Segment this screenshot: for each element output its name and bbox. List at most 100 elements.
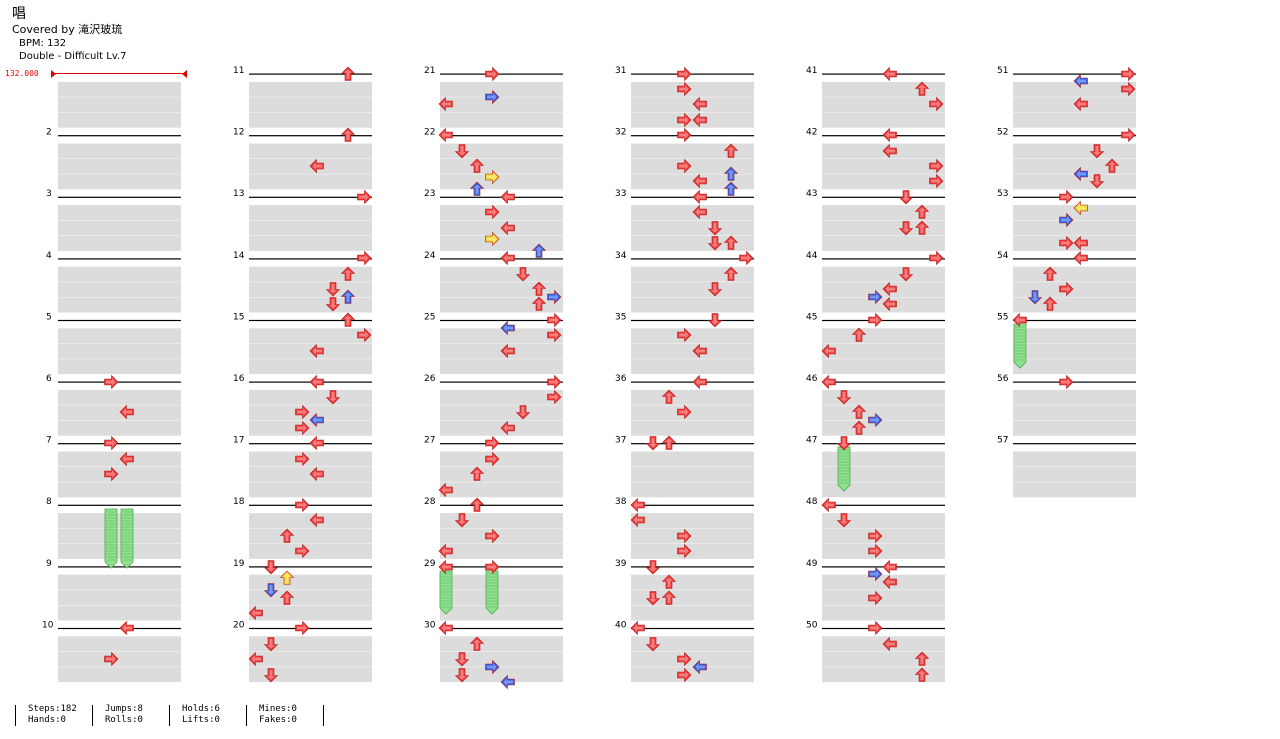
- beat-lane: [249, 636, 372, 652]
- beat-lane: [58, 528, 181, 544]
- beat-lane: [631, 590, 754, 606]
- right-arrow-note-icon: [295, 404, 310, 420]
- beat-lane: [631, 343, 754, 359]
- beat-lane: [249, 543, 372, 559]
- left-arrow-note-icon: [692, 173, 707, 189]
- beat-lane: [58, 282, 181, 298]
- up-arrow-note-icon: [469, 636, 485, 651]
- up-arrow-note-icon: [723, 181, 739, 196]
- measure-number: 15: [233, 312, 244, 322]
- beat-lane: [58, 451, 181, 467]
- right-arrow-note-icon: [485, 204, 500, 220]
- beat-lane: [822, 420, 945, 436]
- measure-line: [440, 73, 563, 75]
- up-arrow-note-icon: [1104, 158, 1120, 173]
- up-arrow-note-icon: [723, 143, 739, 158]
- stats-separator: [246, 705, 247, 726]
- left-arrow-note-icon: [882, 143, 897, 159]
- measure-number: 42: [806, 128, 817, 138]
- measure-number: 32: [615, 128, 626, 138]
- right-arrow-note-icon: [485, 169, 500, 185]
- measure-number: 49: [806, 559, 818, 569]
- beat-lane: [249, 220, 372, 236]
- down-arrow-note-icon: [325, 390, 341, 405]
- measure-number: 40: [615, 620, 627, 630]
- stats-bar: Steps:182 Hands:0 Jumps:8 Rolls:0 Holds:…: [0, 704, 1280, 736]
- right-arrow-note-icon: [929, 158, 944, 174]
- right-arrow-note-icon: [677, 667, 692, 683]
- beat-lane: [440, 605, 563, 621]
- down-arrow-note-icon: [1089, 174, 1105, 189]
- measure-number: 27: [424, 436, 435, 446]
- stats-jumps-rolls: Jumps:8 Rolls:0: [105, 704, 143, 726]
- right-arrow-note-icon: [929, 250, 944, 266]
- left-arrow-note-icon: [309, 158, 324, 174]
- beat-lane: [1013, 282, 1136, 298]
- beat-lane: [249, 143, 372, 159]
- down-arrow-note-icon: [707, 221, 723, 236]
- beat-lane: [822, 605, 945, 621]
- beat-lane: [249, 235, 372, 251]
- measure-number: 18: [233, 497, 245, 507]
- beat-lane: [822, 451, 945, 467]
- up-arrow-note-icon: [914, 81, 930, 96]
- measure-line: [822, 627, 945, 630]
- measure-line: [1013, 319, 1136, 322]
- beat-lane: [631, 451, 754, 467]
- beat-lane: [822, 220, 945, 236]
- right-arrow-note-icon: [547, 389, 562, 405]
- left-arrow-note-icon: [1073, 200, 1088, 216]
- beat-lane: [249, 389, 372, 405]
- beat-lane: [1013, 482, 1136, 498]
- measure-line: [440, 319, 563, 322]
- left-arrow-note-icon: [1012, 312, 1027, 328]
- right-arrow-note-icon: [295, 497, 310, 513]
- right-arrow-note-icon: [357, 189, 372, 205]
- measure-number: 30: [424, 620, 436, 630]
- down-arrow-note-icon: [836, 436, 852, 451]
- up-arrow-note-icon: [340, 127, 356, 142]
- left-arrow-note-icon: [882, 281, 897, 297]
- beat-lane: [58, 389, 181, 405]
- right-arrow-note-icon: [547, 327, 562, 343]
- measure-number: 24: [424, 251, 436, 261]
- beat-lane: [1013, 328, 1136, 344]
- measure-number: 10: [42, 620, 54, 630]
- beat-lane: [822, 667, 945, 683]
- down-arrow-note-icon: [454, 513, 470, 528]
- stat-hands: Hands:0: [28, 715, 66, 725]
- left-arrow-note-icon: [882, 127, 897, 143]
- left-arrow-note-icon: [309, 512, 324, 528]
- measure-line: [58, 381, 181, 383]
- measure-number: 6: [46, 374, 52, 384]
- down-arrow-note-icon: [325, 297, 341, 312]
- song-bpm: BPM: 132: [19, 38, 67, 49]
- beat-lane: [1013, 420, 1136, 436]
- beat-lane: [631, 174, 754, 190]
- beat-lane: [440, 235, 563, 251]
- right-arrow-note-icon: [929, 96, 944, 112]
- beat-lane: [249, 651, 372, 667]
- right-arrow-note-icon: [104, 466, 119, 482]
- up-arrow-note-icon: [723, 266, 739, 281]
- stat-rolls: Rolls:0: [105, 715, 143, 725]
- stat-steps: Steps:182: [28, 704, 77, 714]
- beat-lane: [58, 143, 181, 159]
- left-arrow-note-icon: [630, 620, 645, 636]
- right-arrow-note-icon: [485, 66, 500, 82]
- measure-line: [822, 196, 945, 198]
- right-arrow-note-icon: [357, 327, 372, 343]
- measure-number: 26: [424, 374, 436, 384]
- beat-lane: [58, 112, 181, 128]
- right-arrow-note-icon: [547, 289, 562, 305]
- beat-lane: [631, 651, 754, 667]
- beat-lane: [631, 235, 754, 251]
- left-arrow-note-icon: [692, 112, 707, 128]
- beat-lane: [440, 651, 563, 667]
- beat-lane: [58, 97, 181, 113]
- beat-lane: [631, 112, 754, 128]
- measure-number: 25: [424, 312, 435, 322]
- beat-lane: [822, 359, 945, 375]
- measure-number: 51: [997, 66, 1008, 76]
- measure-line: [440, 566, 563, 568]
